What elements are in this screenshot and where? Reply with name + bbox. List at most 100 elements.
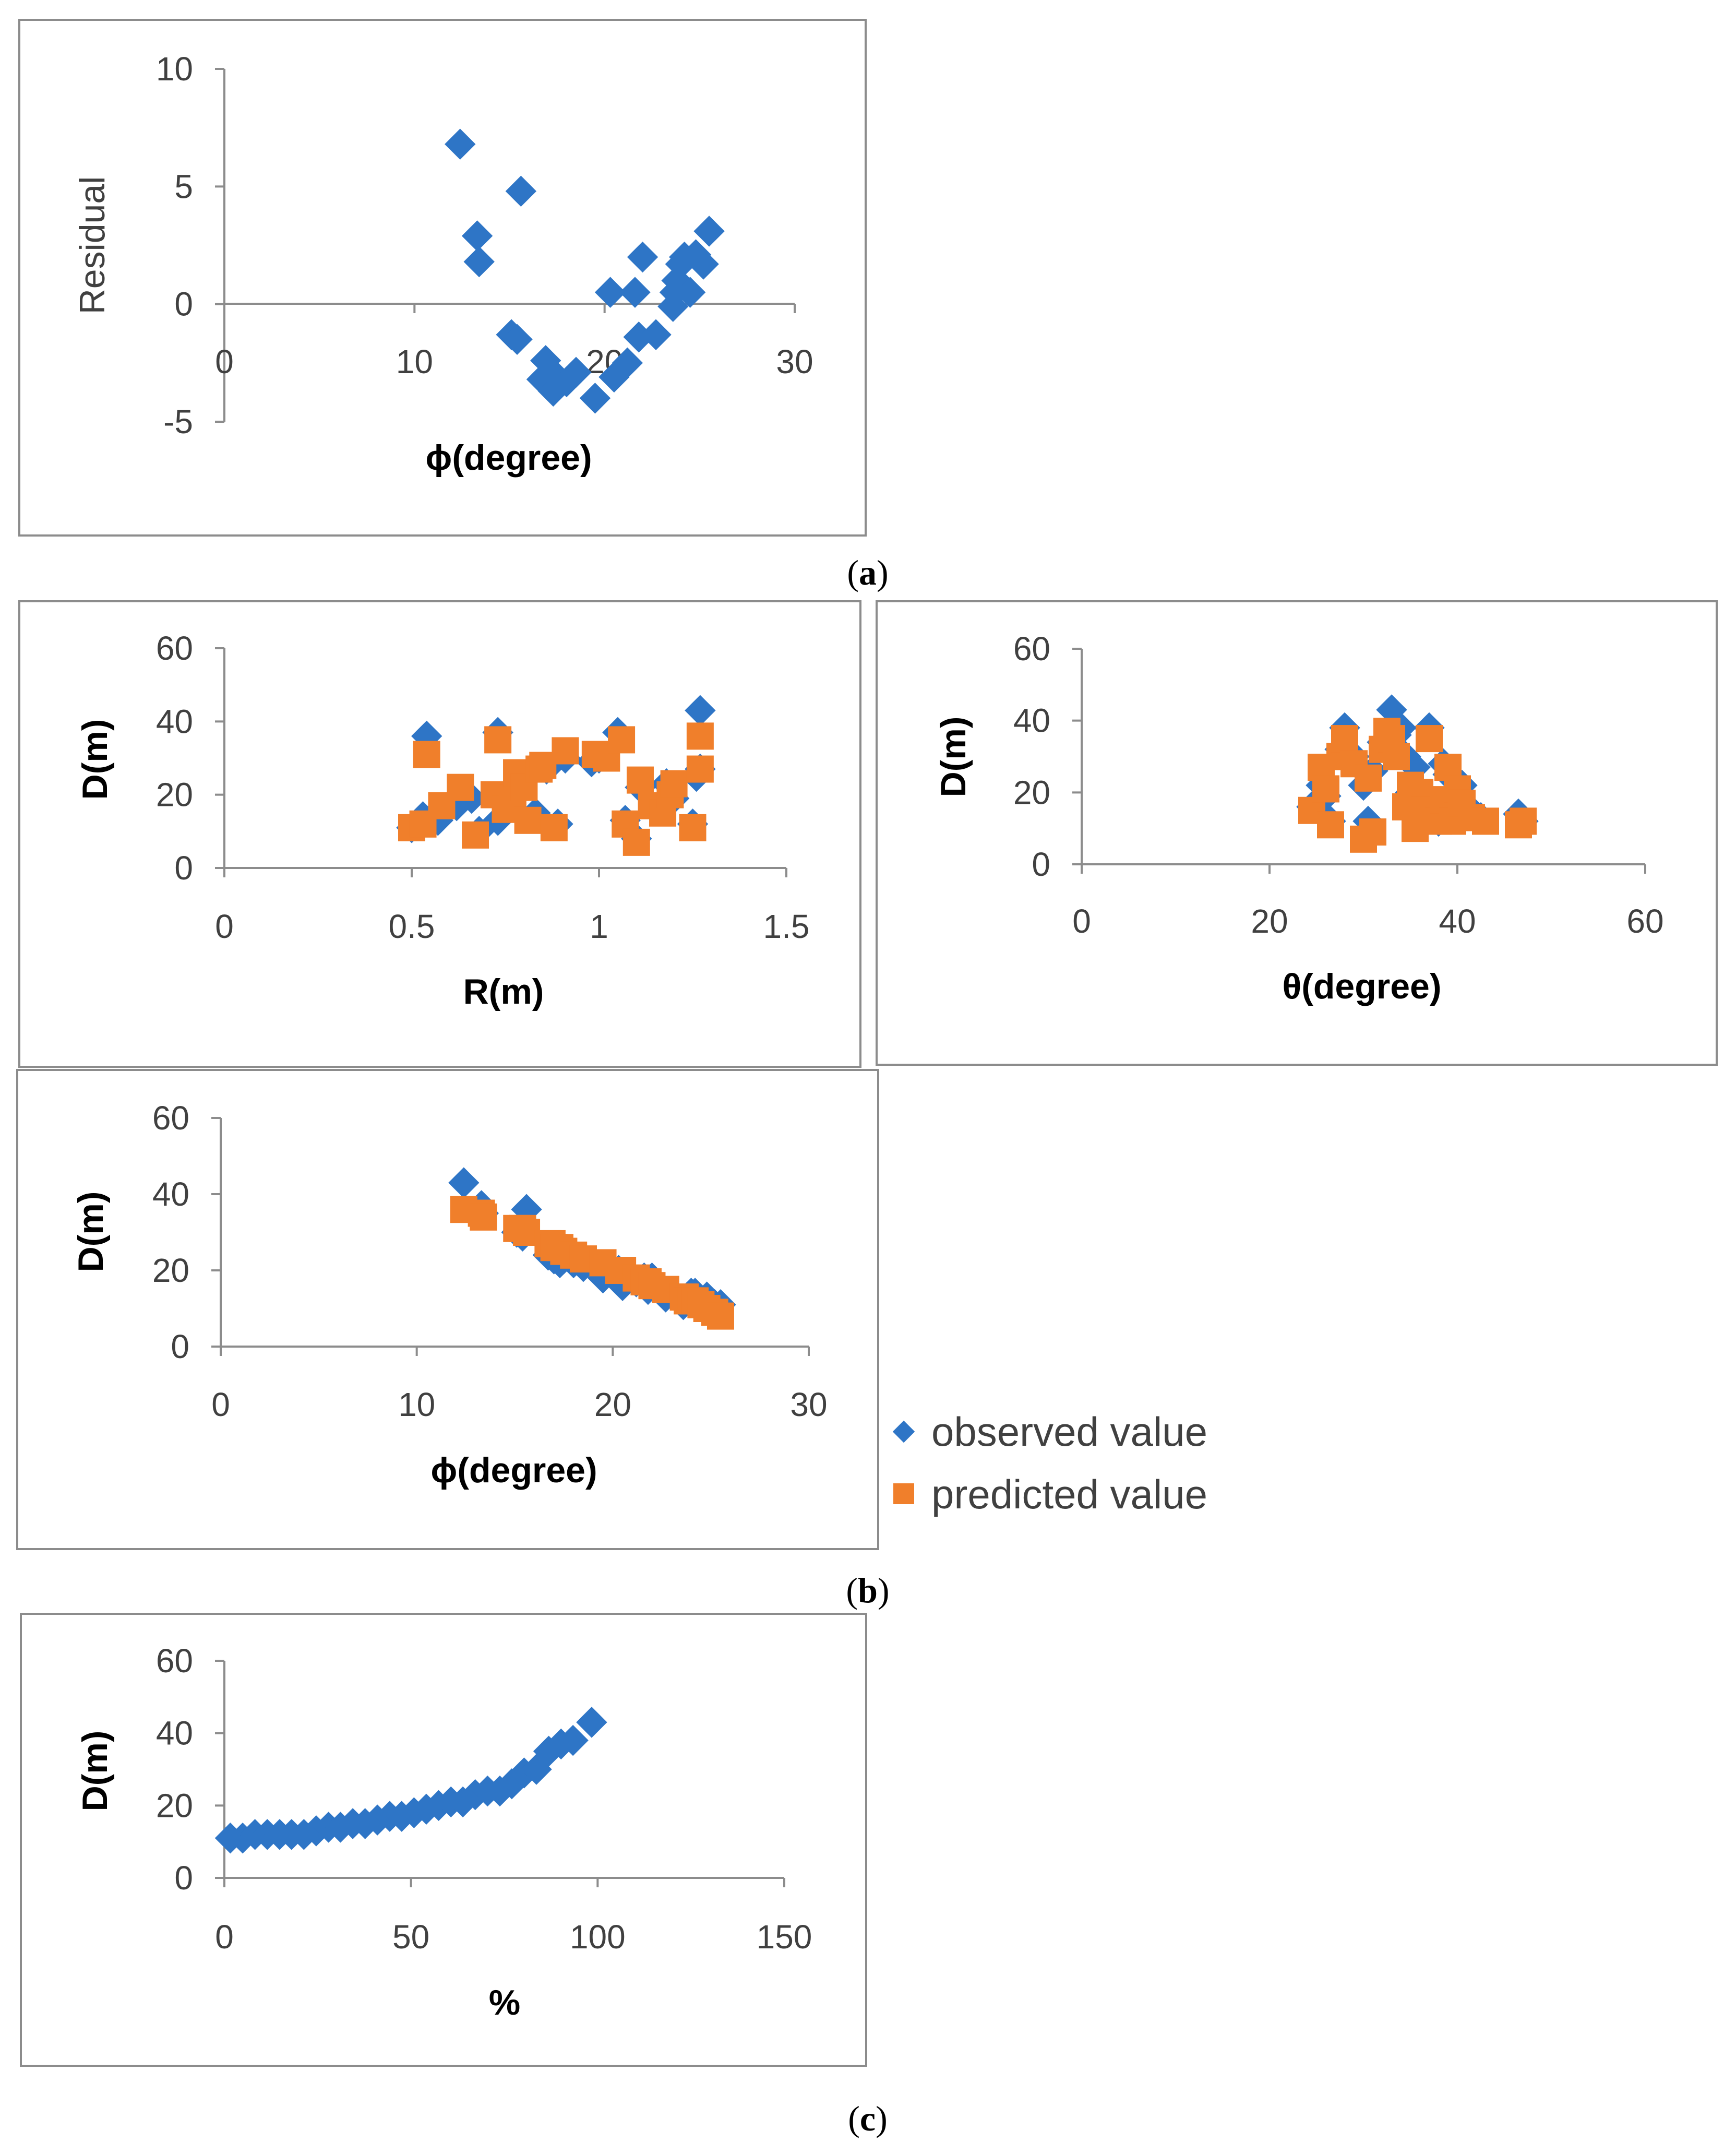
frame-b3: [16, 1069, 879, 1550]
data-point-observed: [448, 1167, 480, 1198]
x-axis-label: ϕ(degree): [425, 438, 592, 478]
frame-b2: [876, 600, 1718, 1066]
y-tick-label: 40: [156, 703, 193, 740]
x-tick-label: 0: [215, 908, 234, 945]
data-point-residual: [505, 175, 537, 207]
x-axis-label: %: [489, 1983, 520, 2022]
data-point-predicted: [608, 726, 636, 754]
data-point-predicted: [707, 1302, 734, 1330]
panel-b3: 0 20 40 60 0 10 20 30 ϕ(degree) D(m): [71, 1099, 828, 1490]
y-tick-label: 20: [156, 1787, 193, 1824]
y-tick-label: 5: [174, 168, 193, 205]
data-point-observed: [685, 695, 716, 726]
data-point-residual: [463, 246, 495, 278]
x-tick-label: 60: [1626, 902, 1663, 940]
legend-predicted-label: predicted value: [931, 1471, 1207, 1517]
y-tick-label: 40: [152, 1175, 189, 1213]
y-tick-label: 0: [171, 1328, 189, 1365]
x-tick-label: 20: [1251, 902, 1288, 940]
data-point-residual: [619, 277, 651, 308]
frame-b1: [18, 600, 861, 1068]
y-axis-label: D(m): [933, 717, 973, 798]
y-tick-label: 20: [152, 1252, 189, 1289]
data-point-predicted: [514, 806, 542, 834]
legend-observed-marker: [892, 1420, 915, 1443]
caption-c: (c): [848, 2099, 888, 2138]
x-tick-label: 50: [392, 1918, 429, 1956]
x-axis-label: R(m): [463, 972, 544, 1011]
data-point-predicted: [1331, 725, 1358, 753]
legend-observed-label: observed value: [931, 1409, 1207, 1455]
data-point-predicted: [686, 755, 714, 783]
data-point-predicted: [1355, 764, 1382, 792]
y-tick-label: 60: [1013, 630, 1050, 668]
x-tick-label: 0: [1072, 902, 1091, 940]
data-point-predicted: [1383, 743, 1410, 770]
data-point-predicted: [413, 741, 440, 768]
x-axis-label: ϕ(degree): [430, 1450, 597, 1490]
data-point-predicted: [679, 814, 707, 841]
data-point-predicted: [626, 766, 654, 794]
y-tick-label: 60: [156, 629, 193, 667]
x-tick-label: 0: [215, 1918, 234, 1956]
data-point-predicted: [447, 773, 474, 801]
x-tick-label: 0: [215, 343, 234, 380]
y-tick-label: 0: [1032, 846, 1050, 883]
caption-a: (a): [847, 553, 888, 592]
panel-c: 0 20 40 60 0 50 100 150% D(m): [75, 1642, 812, 2022]
data-point-residual: [501, 324, 533, 355]
x-tick-label: 150: [757, 1918, 812, 1956]
data-point-predicted: [1472, 807, 1499, 835]
data-point-residual: [461, 220, 493, 252]
y-axis-label: Residual: [73, 176, 112, 315]
caption-b: (b): [846, 1570, 889, 1610]
x-axis-label: θ(degree): [1282, 967, 1441, 1006]
y-axis-label: D(m): [75, 1731, 115, 1812]
data-point-predicted: [660, 770, 688, 798]
data-point-predicted: [540, 814, 568, 841]
data-point-predicted: [1359, 818, 1386, 846]
data-point-residual: [560, 356, 592, 388]
y-tick-label: 60: [152, 1099, 189, 1137]
y-tick-label: 40: [156, 1715, 193, 1752]
legend-predicted-marker: [893, 1483, 914, 1504]
data-point-predicted: [622, 828, 650, 856]
x-tick-label: 100: [570, 1918, 626, 1956]
data-point-observed: [557, 1724, 589, 1756]
data-point-predicted: [1312, 775, 1339, 803]
data-point-predicted: [484, 726, 512, 754]
data-point-predicted: [1510, 807, 1537, 835]
legend: observed value predicted value: [892, 1409, 1207, 1517]
frame-a: [18, 19, 867, 537]
x-tick-label: 0.5: [389, 908, 435, 945]
data-point-predicted: [462, 821, 489, 849]
data-point-predicted: [552, 737, 579, 765]
y-tick-label: 0: [174, 849, 193, 887]
data-point-observed: [576, 1707, 607, 1738]
y-tick-label: 60: [156, 1642, 193, 1680]
x-tick-label: 30: [790, 1386, 827, 1423]
y-tick-label: -5: [163, 403, 193, 441]
y-tick-label: 40: [1013, 702, 1050, 740]
data-point-residual: [627, 241, 659, 273]
data-point-residual: [594, 277, 626, 308]
panel-b2: 0 20 40 60 0 20 40 60 θ(degree) D(m): [933, 630, 1664, 1006]
y-tick-label: 10: [156, 50, 193, 88]
data-point-residual: [579, 383, 611, 414]
x-tick-label: 10: [396, 343, 433, 380]
x-tick-label: 1.5: [763, 908, 810, 945]
y-axis-label: D(m): [75, 719, 115, 800]
x-tick-label: 1: [590, 908, 608, 945]
y-tick-label: 20: [1013, 773, 1050, 811]
data-point-predicted: [470, 1203, 497, 1231]
y-tick-label: 0: [174, 285, 193, 323]
data-point-residual: [612, 347, 643, 379]
data-point-predicted: [686, 722, 714, 750]
y-axis-label: D(m): [71, 1192, 111, 1272]
data-point-residual: [640, 319, 672, 350]
data-point-residual: [688, 248, 719, 280]
frame-c: [20, 1613, 867, 2067]
